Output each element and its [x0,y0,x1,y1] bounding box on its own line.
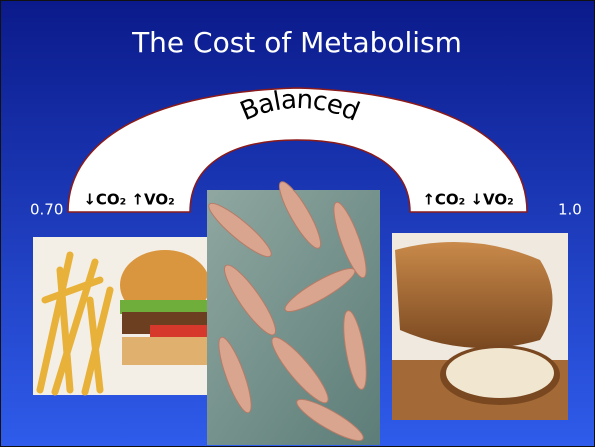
right-label: ↑CO₂ ↓VO₂ [422,191,513,209]
fish-photo [207,181,380,445]
slide-title: The Cost of Metabolism [131,26,462,59]
left-label: ↓CO₂ ↑VO₂ [83,191,174,209]
burger-photo [33,237,210,396]
left-value: 0.70 [30,201,63,219]
bread-photo [392,233,568,420]
arch [67,87,528,213]
right-value: 1.0 [558,201,582,219]
